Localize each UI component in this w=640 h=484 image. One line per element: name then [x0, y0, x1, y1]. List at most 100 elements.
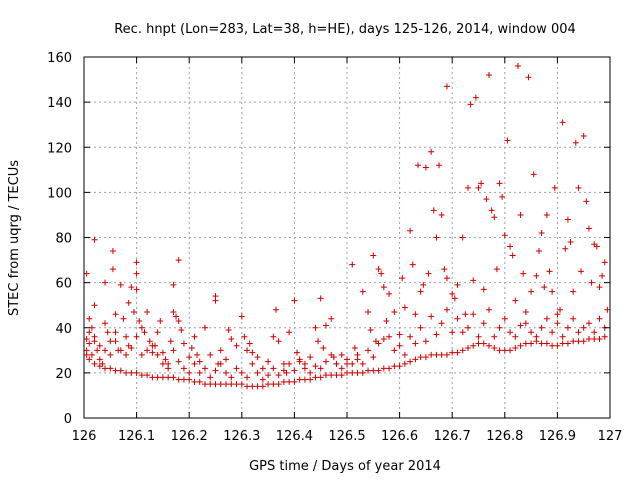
data-point — [475, 184, 482, 191]
y-tick-label: 140 — [47, 96, 72, 111]
data-point — [136, 317, 143, 324]
data-point — [535, 248, 542, 255]
data-point — [415, 162, 422, 169]
data-point — [259, 376, 266, 383]
data-point — [201, 324, 208, 331]
data-point — [191, 333, 198, 340]
data-point — [422, 354, 429, 361]
data-point — [141, 329, 148, 336]
data-point — [88, 351, 95, 358]
data-point — [188, 345, 195, 352]
data-point — [180, 365, 187, 372]
data-point — [280, 367, 287, 374]
data-point — [596, 315, 603, 322]
data-point — [270, 333, 277, 340]
data-point — [443, 83, 450, 90]
data-point — [322, 322, 329, 329]
data-point — [480, 286, 487, 293]
data-point — [228, 374, 235, 381]
data-point — [370, 354, 377, 361]
data-point — [96, 356, 103, 363]
data-point — [349, 261, 356, 268]
data-point — [170, 308, 177, 315]
data-point — [286, 360, 293, 367]
data-point — [173, 313, 180, 320]
data-point — [470, 277, 477, 284]
data-point — [585, 320, 592, 327]
data-point — [201, 381, 208, 388]
data-point — [486, 342, 493, 349]
data-point — [443, 351, 450, 358]
y-tick-label: 60 — [55, 277, 72, 292]
data-point — [522, 320, 529, 327]
data-point — [525, 74, 532, 81]
data-point — [543, 340, 550, 347]
data-point — [238, 313, 245, 320]
data-point — [212, 297, 219, 304]
data-point — [317, 295, 324, 302]
data-point — [117, 367, 124, 374]
x-tick-label: 126.4 — [276, 429, 313, 444]
data-point — [144, 347, 151, 354]
data-point — [338, 351, 345, 358]
data-point — [133, 369, 140, 376]
data-point — [175, 358, 182, 365]
data-point — [315, 338, 322, 345]
data-point — [241, 333, 248, 340]
data-point — [475, 333, 482, 340]
data-point — [417, 354, 424, 361]
data-point — [501, 347, 508, 354]
data-point — [585, 336, 592, 343]
data-point — [265, 358, 272, 365]
data-point — [322, 358, 329, 365]
data-point — [472, 94, 479, 101]
data-point — [91, 338, 98, 345]
data-point — [102, 320, 109, 327]
x-tick-label: 126.5 — [328, 429, 365, 444]
data-point — [412, 356, 419, 363]
data-point — [307, 369, 314, 376]
data-point — [328, 315, 335, 322]
x-tick-label: 126.8 — [486, 429, 523, 444]
data-point — [191, 378, 198, 385]
data-point — [128, 369, 135, 376]
data-point — [296, 356, 303, 363]
data-point — [407, 333, 414, 340]
data-point — [254, 354, 261, 361]
data-point — [317, 365, 324, 372]
data-point — [128, 345, 135, 352]
data-point — [386, 333, 393, 340]
data-point — [454, 349, 461, 356]
data-point — [436, 162, 443, 169]
y-tick-label: 20 — [55, 367, 72, 382]
data-point — [412, 311, 419, 318]
data-point — [433, 351, 440, 358]
data-point — [217, 381, 224, 388]
x-tick-label: 126.2 — [171, 429, 208, 444]
data-points — [83, 63, 611, 390]
data-point — [417, 324, 424, 331]
data-point — [102, 365, 109, 372]
data-point — [312, 374, 319, 381]
data-point — [601, 259, 608, 266]
data-point — [396, 342, 403, 349]
data-point — [291, 378, 298, 385]
data-point — [296, 376, 303, 383]
data-point — [546, 268, 553, 275]
data-point — [585, 225, 592, 232]
data-point — [259, 365, 266, 372]
data-point — [454, 315, 461, 322]
x-tick-label: 126.9 — [539, 429, 576, 444]
data-point — [580, 338, 587, 345]
data-point — [501, 315, 508, 322]
data-point — [138, 324, 145, 331]
data-point — [233, 365, 240, 372]
data-point — [228, 381, 235, 388]
data-point — [196, 369, 203, 376]
data-point — [133, 333, 140, 340]
data-point — [91, 302, 98, 309]
data-point — [522, 308, 529, 315]
data-point — [422, 338, 429, 345]
data-point — [138, 351, 145, 358]
